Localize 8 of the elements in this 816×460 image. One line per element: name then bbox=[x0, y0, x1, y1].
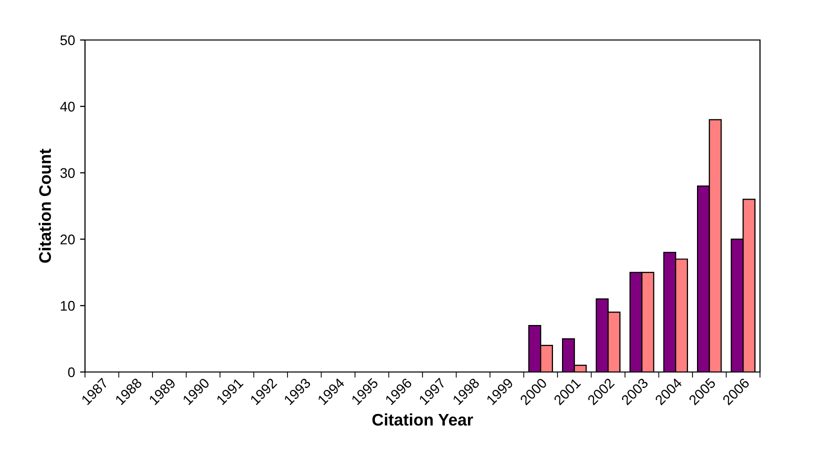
y-tick-label: 10 bbox=[60, 300, 75, 311]
x-axis-title: Citation Year bbox=[372, 413, 474, 426]
y-tick-label: 50 bbox=[60, 35, 75, 46]
y-tick-label: 30 bbox=[60, 168, 75, 178]
y-tick-label: 0 bbox=[68, 367, 75, 378]
y-tick-label: 20 bbox=[60, 234, 75, 244]
y-tick-label: 40 bbox=[60, 102, 75, 112]
y-axis-title: Citation Count bbox=[38, 148, 51, 263]
